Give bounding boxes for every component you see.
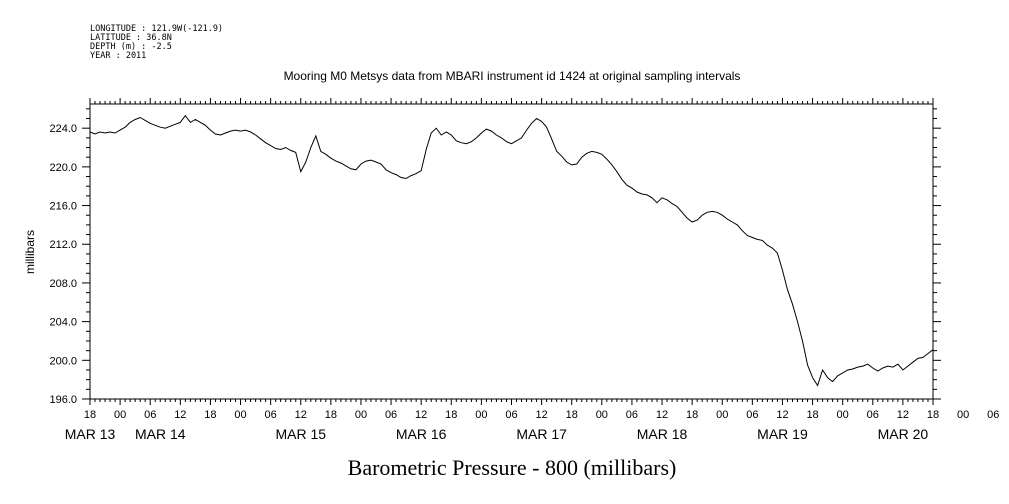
plot-frame xyxy=(89,103,934,400)
x-date-label: MAR 19 xyxy=(757,426,808,442)
x-hour-label: 12 xyxy=(897,409,909,421)
x-hour-label: 18 xyxy=(204,409,216,421)
x-hour-label: 12 xyxy=(174,409,186,421)
x-date-label: MAR 15 xyxy=(275,426,326,442)
x-hour-label: 06 xyxy=(867,409,879,421)
x-hour-label: 18 xyxy=(806,409,818,421)
x-hour-label: 12 xyxy=(535,409,547,421)
y-tick-label: 212.0 xyxy=(49,239,77,251)
x-date-label: MAR 16 xyxy=(396,426,447,442)
pressure-series-line xyxy=(89,114,934,387)
header-depth: DEPTH (m) : -2.5 xyxy=(90,42,172,52)
x-hour-label: 06 xyxy=(385,409,397,421)
axis-ticks xyxy=(82,98,941,405)
x-date-label: MAR 13 xyxy=(65,426,116,442)
metadata-header: LONGITUDE : 121.9W(-121.9) LATITUDE : 36… xyxy=(90,24,223,61)
y-tick-labels: 196.0 200.0 204.0 208.0 212.0 216.0 220.0 224.0 xyxy=(49,123,77,406)
x-hour-label: 18 xyxy=(445,409,457,421)
x-hour-label: 18 xyxy=(566,409,578,421)
x-hour-label: 06 xyxy=(626,409,638,421)
x-hour-label: 12 xyxy=(415,409,427,421)
x-hour-label: 18 xyxy=(686,409,698,421)
x-hour-label: 00 xyxy=(355,409,367,421)
x-hour-label: 00 xyxy=(475,409,487,421)
header-year: YEAR : 2011 xyxy=(90,51,146,61)
x-hour-label: 06 xyxy=(505,409,517,421)
x-hour-label: 06 xyxy=(746,409,758,421)
x-hour-label: 06 xyxy=(144,409,156,421)
header-longitude: LONGITUDE : 121.9W(-121.9) xyxy=(90,24,223,34)
y-axis-label: millibars xyxy=(23,230,37,274)
header-latitude: LATITUDE : 36.8N xyxy=(90,33,172,43)
x-hour-label: 00 xyxy=(957,409,969,421)
x-hour-label: 06 xyxy=(987,409,999,421)
x-hour-label: 18 xyxy=(325,409,337,421)
x-date-label: MAR 18 xyxy=(637,426,688,442)
x-date-label: MAR 17 xyxy=(516,426,567,442)
y-tick-label: 200.0 xyxy=(49,355,77,367)
x-hour-label: 00 xyxy=(837,409,849,421)
x-hour-labels: 18 00 06 12 18 00 06 12 18 00 06 12 18 00 06 12 18 00 06 12… xyxy=(84,409,999,421)
x-hour-label: 12 xyxy=(776,409,788,421)
y-tick-label: 224.0 xyxy=(49,123,77,135)
y-tick-label: 216.0 xyxy=(49,201,77,213)
x-hour-label: 00 xyxy=(114,409,126,421)
x-hour-label: 12 xyxy=(656,409,668,421)
x-hour-label: 18 xyxy=(84,409,96,421)
y-tick-label: 208.0 xyxy=(49,278,77,290)
y-tick-label: 220.0 xyxy=(49,162,77,174)
x-hour-label: 06 xyxy=(265,409,277,421)
x-hour-label: 18 xyxy=(927,409,939,421)
y-tick-label: 204.0 xyxy=(49,317,77,329)
x-date-label: MAR 20 xyxy=(878,426,929,442)
x-hour-label: 00 xyxy=(716,409,728,421)
x-hour-label: 12 xyxy=(295,409,307,421)
x-axis-label: Barometric Pressure - 800 (millibars) xyxy=(348,455,677,480)
x-hour-label: 00 xyxy=(234,409,246,421)
chart-title: Mooring M0 Metsys data from MBARI instru… xyxy=(284,69,741,83)
x-date-labels: MAR 13 MAR 14 MAR 15 MAR 16 MAR 17 MAR 18 MAR … xyxy=(65,426,929,442)
x-date-label: MAR 14 xyxy=(135,426,186,442)
x-hour-label: 00 xyxy=(596,409,608,421)
y-tick-label: 196.0 xyxy=(49,394,77,406)
